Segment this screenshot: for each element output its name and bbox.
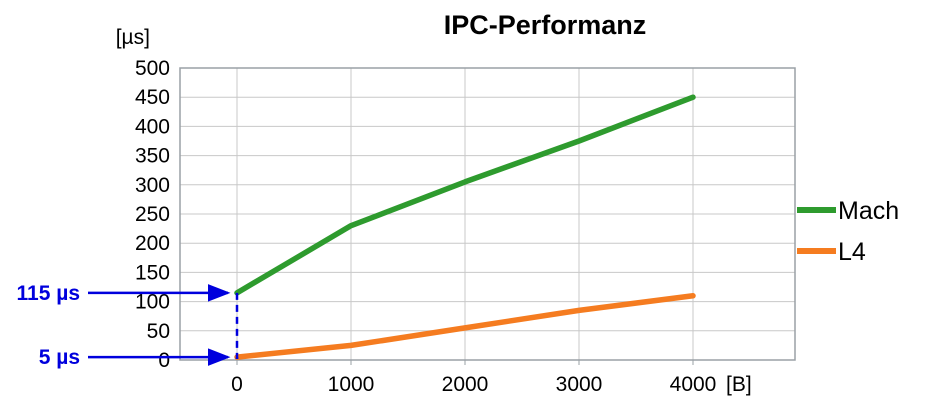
annotation-label: 115 µs (17, 282, 81, 305)
y-tick-label: 400 (135, 115, 170, 138)
annotations: 115 µs 5 µs (17, 282, 239, 369)
legend: Mach L4 (797, 197, 899, 266)
y-tick-label: 500 (135, 57, 170, 80)
y-tick-label: 100 (135, 291, 170, 314)
x-tick-label: 0 (231, 373, 243, 396)
plot-border (179, 67, 796, 361)
x-axis-unit-label: [B] (726, 373, 752, 396)
annotation-label: 5 µs (39, 346, 80, 369)
legend-label-l4: L4 (838, 238, 866, 266)
y-tick-label: 150 (135, 261, 170, 284)
chart-title: IPC-Performanz (444, 10, 647, 40)
y-tick-label: 250 (135, 203, 170, 226)
x-tick-label: 3000 (556, 373, 603, 396)
y-axis-unit-label: [µs] (116, 26, 150, 49)
legend-label-mach: Mach (838, 197, 899, 225)
y-tick-label: 0 (158, 349, 170, 372)
y-tick-label: 300 (135, 174, 170, 197)
series-lines (234, 94, 696, 360)
x-tick-label: 4000 (670, 373, 717, 396)
x-tick-label: 1000 (328, 373, 375, 396)
y-tick-label: 350 (135, 145, 170, 168)
series-line-l4 (234, 293, 696, 360)
x-tick-label: 2000 (442, 373, 489, 396)
axis-tick-labels: 0 50 100 150 200 250 300 350 400 450 500 0 1000 2000 3… (135, 57, 716, 396)
y-tick-label: 200 (135, 232, 170, 255)
y-tick-label: 50 (147, 320, 170, 343)
series-line-mach (234, 94, 696, 296)
y-tick-label: 450 (135, 86, 170, 109)
